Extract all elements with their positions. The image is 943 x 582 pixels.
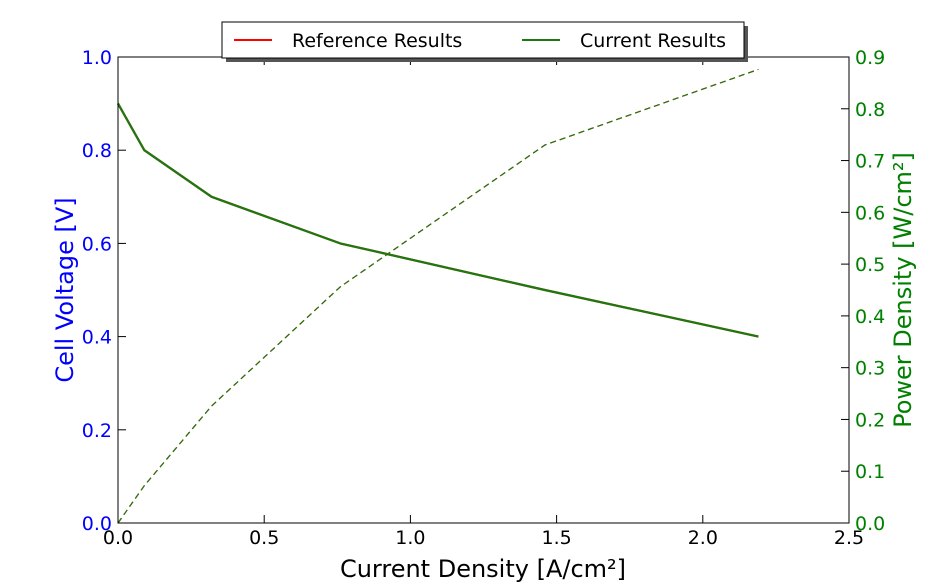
cell-voltage-line-0 <box>117 103 759 338</box>
y2-tick-label: 0.4 <box>855 306 885 328</box>
y2-tick-label: 0.0 <box>855 513 885 535</box>
power-density-line-3 <box>117 68 759 524</box>
x-tick-label: 2.0 <box>688 527 718 549</box>
y-tick-label: 0.0 <box>82 513 112 535</box>
y2-axis-label: Power Density [W/cm²] <box>889 152 917 428</box>
y2-tick-label: 0.1 <box>855 461 885 483</box>
x-tick-label: 0.0 <box>103 527 133 549</box>
cell-voltage-line-1 <box>117 103 759 338</box>
y-tick-label: 1.0 <box>82 47 112 69</box>
power-density-line-2 <box>117 68 759 524</box>
y2-tick-label: 0.3 <box>855 358 885 380</box>
legend-label-reference: Reference Results <box>292 30 462 52</box>
y2-tick-label: 0.9 <box>855 47 885 69</box>
x-axis-label: Current Density [A/cm²] <box>340 555 626 582</box>
legend-label-current: Current Results <box>580 30 726 52</box>
y-tick-label: 0.8 <box>82 140 112 162</box>
legend-box <box>221 21 745 59</box>
y-tick-label: 0.4 <box>82 327 112 349</box>
plot-area-frame <box>117 56 850 524</box>
x-tick-label: 2.5 <box>834 527 864 549</box>
y2-tick-label: 0.7 <box>855 151 885 173</box>
y2-tick-label: 0.6 <box>855 202 885 224</box>
y-axis-label: Cell Voltage [V] <box>51 197 79 382</box>
y2-tick-label: 0.5 <box>855 254 885 276</box>
x-tick-label: 1.0 <box>395 527 425 549</box>
y-tick-label: 0.6 <box>82 233 112 255</box>
y2-tick-label: 0.2 <box>855 409 885 431</box>
y2-tick-label: 0.8 <box>855 99 885 121</box>
legend: Reference Results Current Results <box>221 21 748 62</box>
x-tick-label: 1.5 <box>541 527 571 549</box>
x-tick-label: 0.5 <box>249 527 279 549</box>
y-tick-label: 0.2 <box>82 420 112 442</box>
